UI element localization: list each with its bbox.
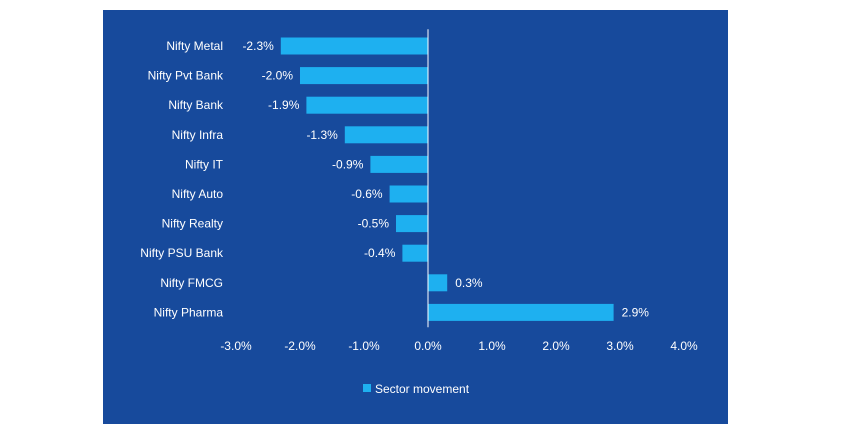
legend-label: Sector movement: [375, 382, 470, 396]
tick-label: 4.0%: [670, 339, 698, 353]
data-label: 2.9%: [622, 305, 650, 319]
chart-panel: Nifty Metal -2.3% Nifty Pvt Bank -2.0% Nifty…: [103, 10, 728, 424]
bar: [306, 96, 428, 114]
tick-label: 2.0%: [542, 339, 570, 353]
tick-label: -2.0%: [284, 339, 316, 353]
category-label: Nifty Bank: [168, 98, 224, 112]
data-label: -0.6%: [351, 187, 383, 201]
category-label: Nifty FMCG: [160, 276, 223, 290]
tick-label: 0.0%: [414, 339, 442, 353]
data-label: -0.4%: [364, 246, 396, 260]
tick-label: 1.0%: [478, 339, 506, 353]
bar: [370, 155, 428, 173]
bar: [402, 244, 428, 262]
sector-movement-chart: Nifty Metal -2.3% Nifty Pvt Bank -2.0% Nifty…: [103, 10, 728, 424]
category-label: Nifty Pvt Bank: [148, 69, 224, 83]
category-label: Nifty Infra: [172, 128, 224, 142]
category-label: Nifty PSU Bank: [140, 246, 224, 260]
bar: [300, 67, 428, 85]
legend: Sector movement: [363, 382, 470, 396]
category-label: Nifty Realty: [162, 217, 223, 231]
category-label: Nifty IT: [185, 157, 224, 171]
bar: [389, 185, 428, 203]
data-label: -0.5%: [358, 217, 390, 231]
category-label: Nifty Pharma: [154, 305, 224, 319]
tick-label: 3.0%: [606, 339, 634, 353]
data-label: 0.3%: [455, 276, 483, 290]
data-label: -1.9%: [268, 98, 300, 112]
bar: [428, 303, 614, 321]
tick-label: -3.0%: [220, 339, 252, 353]
legend-swatch: [363, 384, 371, 392]
category-label: Nifty Auto: [172, 187, 224, 201]
bar: [344, 126, 428, 144]
bar: [396, 215, 428, 233]
bar: [428, 274, 448, 292]
data-label: -2.3%: [242, 39, 274, 53]
data-label: -2.0%: [262, 69, 294, 83]
data-label: -1.3%: [306, 128, 338, 142]
data-label: -0.9%: [332, 157, 364, 171]
category-label: Nifty Metal: [166, 39, 223, 53]
tick-label: -1.0%: [348, 339, 380, 353]
bar: [280, 37, 428, 55]
